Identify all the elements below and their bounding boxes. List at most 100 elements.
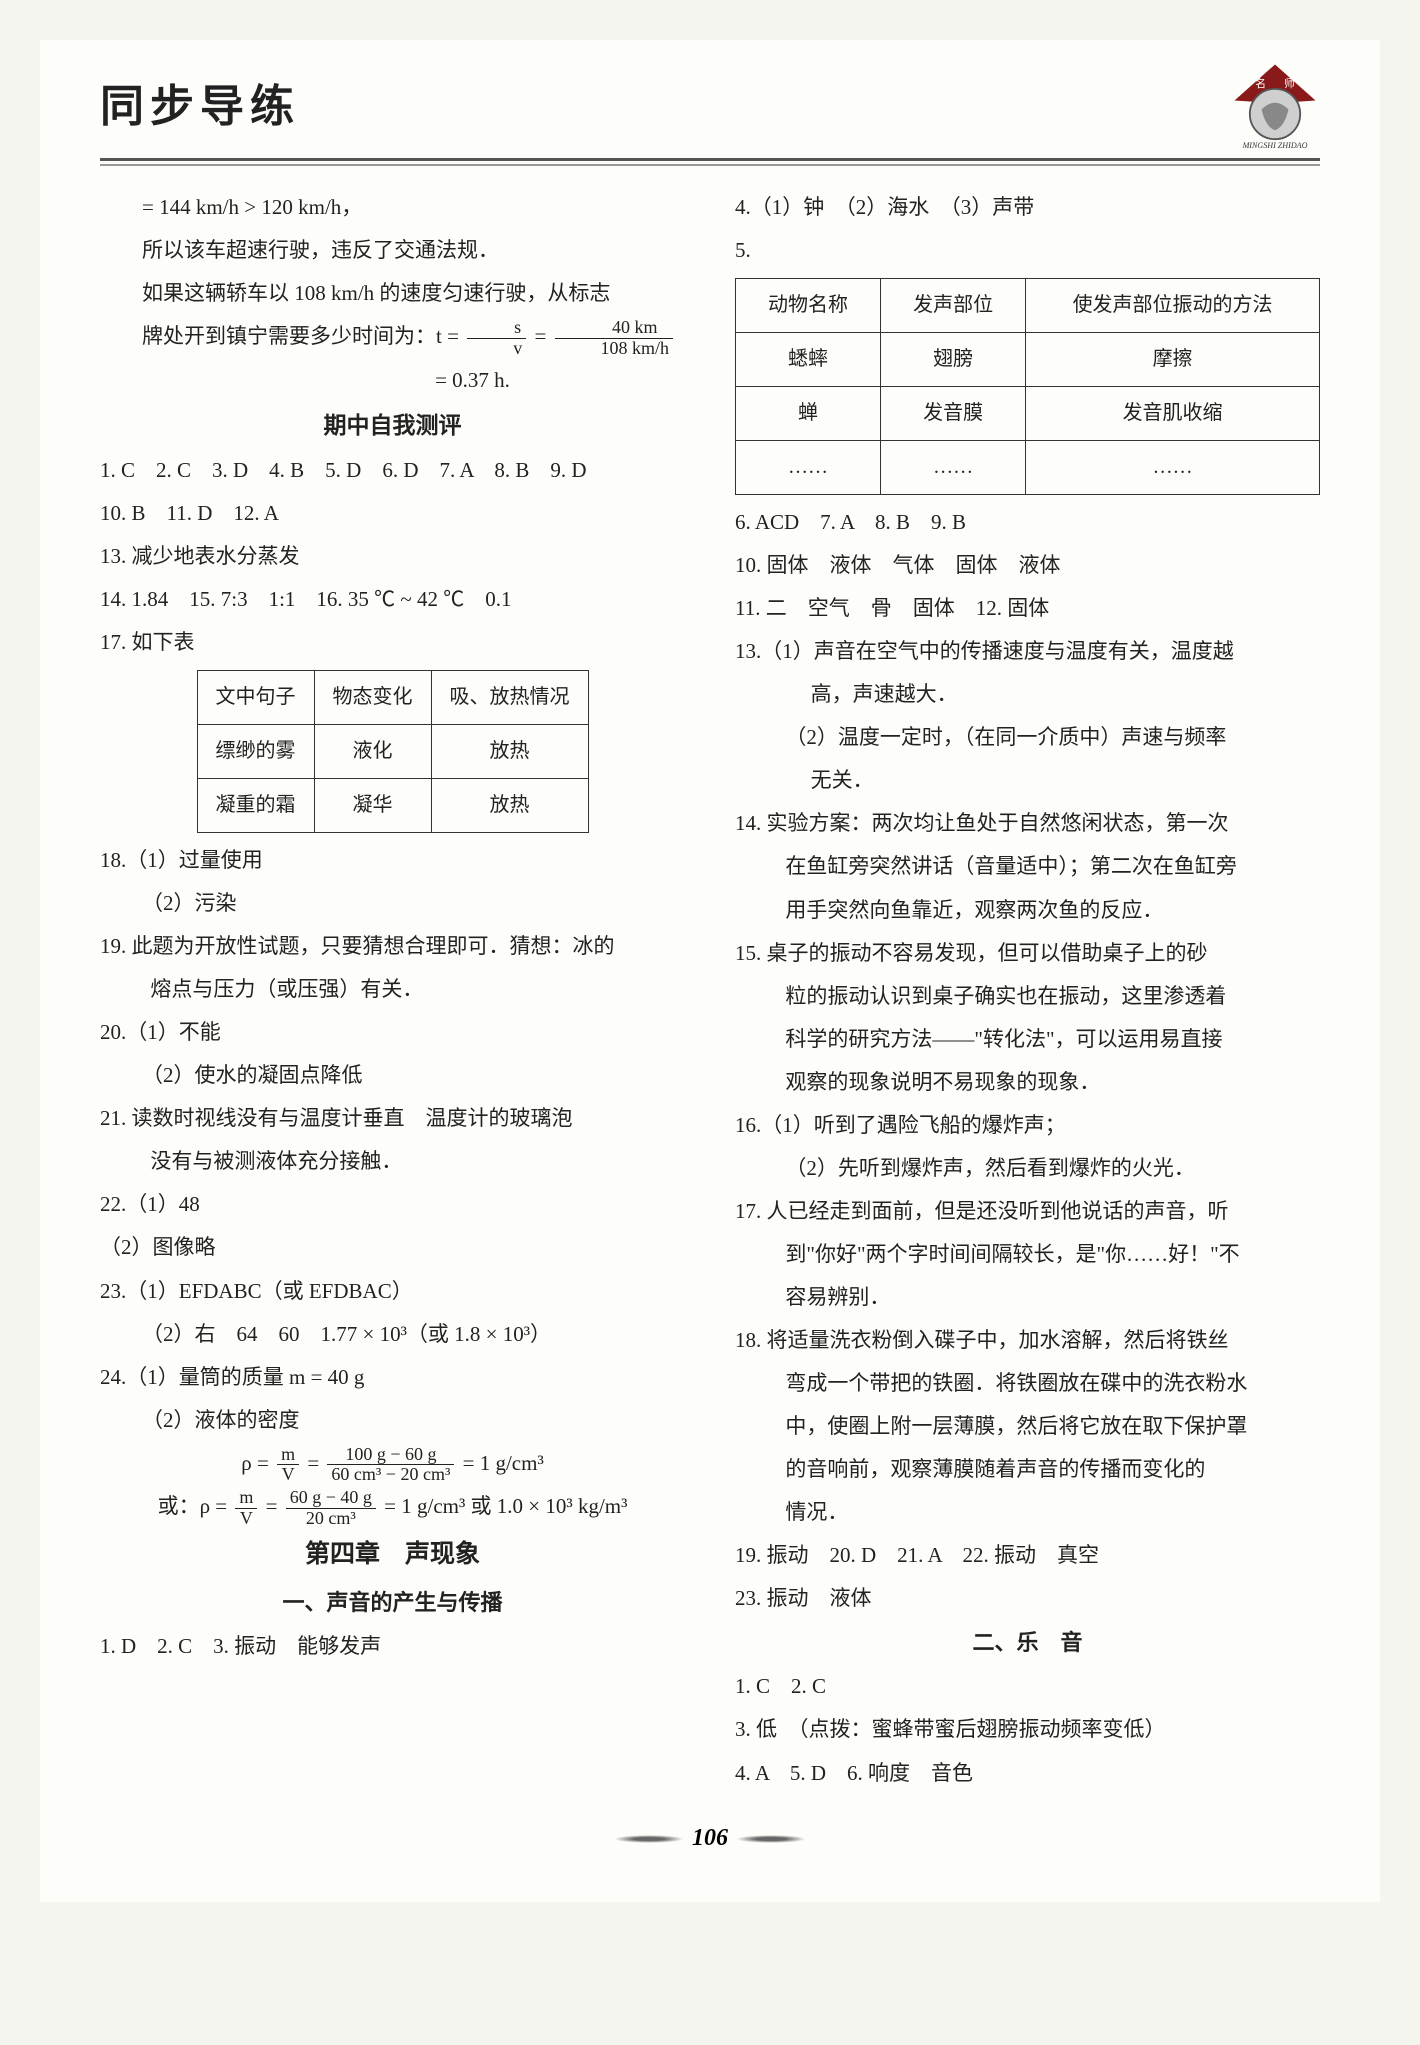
table-header: 物态变化 bbox=[314, 671, 431, 725]
svg-text:MINGSHI ZHIDAO: MINGSHI ZHIDAO bbox=[1242, 141, 1308, 150]
answer-line: （2）温度一定时，（在同一介质中）声速与频率 bbox=[735, 716, 1320, 759]
answer-line: 弯成一个带把的铁圈．将铁圈放在碟中的洗衣粉水 bbox=[735, 1362, 1320, 1405]
answer-line: 14. 1.84 15. 7:3 1:1 16. 35 ℃ ~ 42 ℃ 0.1 bbox=[100, 578, 685, 621]
answer-line: 17. 如下表 bbox=[100, 621, 685, 664]
answer-line: 13.（1）声音在空气中的传播速度与温度有关，温度越 bbox=[735, 630, 1320, 673]
equation-line: 或：ρ = mV = 60 g − 40 g20 cm³ = 1 g/cm³ 或… bbox=[100, 1485, 685, 1528]
eq-prefix: ρ = bbox=[241, 1451, 274, 1475]
sub-heading: 一、声音的产生与传播 bbox=[100, 1580, 685, 1625]
fraction: mV bbox=[277, 1445, 299, 1486]
sub-heading: 二、乐 音 bbox=[735, 1620, 1320, 1665]
eq-prefix: 牌处开到镇宁需要多少时间为：t = bbox=[142, 324, 464, 348]
answer-line: 3. 低 （点拨：蜜蜂带蜜后翅膀振动频率变低） bbox=[735, 1708, 1320, 1751]
table-row: 缥缈的雾 液化 放热 bbox=[197, 725, 588, 779]
answer-line: 高，声速越大． bbox=[735, 673, 1320, 716]
table-row: 文中句子 物态变化 吸、放热情况 bbox=[197, 671, 588, 725]
answer-line: 在鱼缸旁突然讲话（音量适中）；第二次在鱼缸旁 bbox=[735, 845, 1320, 888]
table-row: 动物名称 发声部位 使发声部位振动的方法 bbox=[736, 279, 1320, 333]
fraction: 40 km108 km/h bbox=[555, 318, 674, 359]
answer-line: 21. 读数时视线没有与温度计垂直 温度计的玻璃泡 bbox=[100, 1097, 685, 1140]
svg-text:师: 师 bbox=[1284, 77, 1295, 90]
table-cell: 凝华 bbox=[314, 779, 431, 833]
answer-line: 4.（1）钟 （2）海水 （3）声带 bbox=[735, 186, 1320, 229]
answer-line: 的音响前，观察薄膜随着声音的传播而变化的 bbox=[735, 1448, 1320, 1491]
answer-line: 情况． bbox=[735, 1491, 1320, 1534]
logo-icon: MINGSHI ZHIDAO 名 师 bbox=[1230, 60, 1320, 150]
table-row: 蟋蟀 翅膀 摩擦 bbox=[736, 333, 1320, 387]
answer-line: 19. 此题为开放性试题，只要猜想合理即可．猜想：冰的 bbox=[100, 925, 685, 968]
eq-suffix: = 1 g/cm³ bbox=[463, 1451, 544, 1475]
eq-suffix: = 1 g/cm³ 或 1.0 × 10³ kg/m³ bbox=[384, 1494, 627, 1518]
answer-line: 17. 人已经走到面前，但是还没听到他说话的声音，听 bbox=[735, 1190, 1320, 1233]
table-5: 动物名称 发声部位 使发声部位振动的方法 蟋蟀 翅膀 摩擦 蝉 发音膜 发音肌收… bbox=[735, 278, 1320, 495]
table-header: 动物名称 bbox=[736, 279, 881, 333]
answer-line: 15. 桌子的振动不容易发现，但可以借助桌子上的砂 bbox=[735, 932, 1320, 975]
fraction: mV bbox=[235, 1488, 257, 1529]
answer-line: 13. 减少地表水分蒸发 bbox=[100, 535, 685, 578]
answer-line: 10. B 11. D 12. A bbox=[100, 492, 685, 535]
text-line: = 144 km/h > 120 km/h， bbox=[100, 186, 685, 229]
answer-line: 用手突然向鱼靠近，观察两次鱼的反应． bbox=[735, 889, 1320, 932]
answer-line: 19. 振动 20. D 21. A 22. 振动 真空 bbox=[735, 1534, 1320, 1577]
answer-line: 18.（1）过量使用 bbox=[100, 839, 685, 882]
table-header: 发声部位 bbox=[881, 279, 1026, 333]
answer-line: 粒的振动认识到桌子确实也在振动，这里渗透着 bbox=[735, 975, 1320, 1018]
text-line: 如果这辆轿车以 108 km/h 的速度匀速行驶，从标志 bbox=[100, 272, 685, 315]
table-cell: 摩擦 bbox=[1026, 333, 1320, 387]
table-cell: …… bbox=[1026, 441, 1320, 495]
table-cell: …… bbox=[881, 441, 1026, 495]
book-title: 同步导练 bbox=[100, 70, 300, 134]
answer-line: 熔点与压力（或压强）有关． bbox=[100, 968, 685, 1011]
equals: = bbox=[266, 1494, 283, 1518]
answer-line: 10. 固体 液体 气体 固体 液体 bbox=[735, 544, 1320, 587]
table-cell: 发音膜 bbox=[881, 387, 1026, 441]
content-columns: = 144 km/h > 120 km/h， 所以该车超速行驶，违反了交通法规．… bbox=[100, 186, 1320, 1795]
svg-text:名: 名 bbox=[1255, 77, 1266, 90]
answer-line: 无关． bbox=[735, 759, 1320, 802]
table-cell: 蟋蟀 bbox=[736, 333, 881, 387]
fraction: sv bbox=[467, 318, 526, 359]
fraction: 60 g − 40 g20 cm³ bbox=[286, 1488, 376, 1529]
table-cell: 缥缈的雾 bbox=[197, 725, 314, 779]
answer-line: （2）右 64 60 1.77 × 10³（或 1.8 × 10³） bbox=[100, 1313, 685, 1356]
answer-line: 观察的现象说明不易现象的现象． bbox=[735, 1061, 1320, 1104]
table-header: 使发声部位振动的方法 bbox=[1026, 279, 1320, 333]
answer-line: 1. D 2. C 3. 振动 能够发声 bbox=[100, 1625, 685, 1668]
answer-line: 5. bbox=[735, 229, 1320, 272]
answer-line: （2）液体的密度 bbox=[100, 1399, 685, 1442]
table-row: 凝重的霜 凝华 放热 bbox=[197, 779, 588, 833]
answer-line: 16.（1）听到了遇险飞船的爆炸声； bbox=[735, 1104, 1320, 1147]
table-17: 文中句子 物态变化 吸、放热情况 缥缈的雾 液化 放热 凝重的霜 凝华 放热 bbox=[197, 670, 589, 833]
eq-prefix: 或：ρ = bbox=[158, 1494, 233, 1518]
text-line: 所以该车超速行驶，违反了交通法规． bbox=[100, 229, 685, 272]
answer-line: 1. C 2. C bbox=[735, 1665, 1320, 1708]
answer-line: 23.（1）EFDABC（或 EFDBAC） bbox=[100, 1270, 685, 1313]
table-cell: 翅膀 bbox=[881, 333, 1026, 387]
page: 同步导练 MINGSHI ZHIDAO 名 师 = 144 km/h > 120… bbox=[40, 40, 1380, 1902]
left-column: = 144 km/h > 120 km/h， 所以该车超速行驶，违反了交通法规．… bbox=[100, 186, 685, 1795]
table-cell: 放热 bbox=[431, 725, 588, 779]
answer-line: 没有与被测液体充分接触． bbox=[100, 1140, 685, 1183]
answer-line: 容易辨别． bbox=[735, 1276, 1320, 1319]
table-row: 蝉 发音膜 发音肌收缩 bbox=[736, 387, 1320, 441]
text-line: = 0.37 h. bbox=[100, 359, 685, 402]
answer-line: 4. A 5. D 6. 响度 音色 bbox=[735, 1752, 1320, 1795]
answer-line: 18. 将适量洗衣粉倒入碟子中，加水溶解，然后将铁丝 bbox=[735, 1319, 1320, 1362]
table-cell: 凝重的霜 bbox=[197, 779, 314, 833]
table-cell: 发音肌收缩 bbox=[1026, 387, 1320, 441]
answer-line: 22.（1）48 bbox=[100, 1183, 685, 1226]
chapter-heading: 第四章 声现象 bbox=[100, 1529, 685, 1580]
answer-line: 科学的研究方法——"转化法"，可以运用易直接 bbox=[735, 1018, 1320, 1061]
answer-line: 中，使圈上附一层薄膜，然后将它放在取下保护罩 bbox=[735, 1405, 1320, 1448]
table-header: 吸、放热情况 bbox=[431, 671, 588, 725]
table-cell: …… bbox=[736, 441, 881, 495]
answer-line: 14. 实验方案：两次均让鱼处于自然悠闲状态，第一次 bbox=[735, 802, 1320, 845]
equation-line: ρ = mV = 100 g − 60 g60 cm³ − 20 cm³ = 1… bbox=[100, 1442, 685, 1485]
table-row: …… …… …… bbox=[736, 441, 1320, 495]
table-cell: 液化 bbox=[314, 725, 431, 779]
page-number: 106 bbox=[100, 1825, 1320, 1852]
table-cell: 放热 bbox=[431, 779, 588, 833]
section-heading-midterm: 期中自我测评 bbox=[100, 402, 685, 449]
answer-line: 6. ACD 7. A 8. B 9. B bbox=[735, 501, 1320, 544]
answer-line: （2）污染 bbox=[100, 882, 685, 925]
